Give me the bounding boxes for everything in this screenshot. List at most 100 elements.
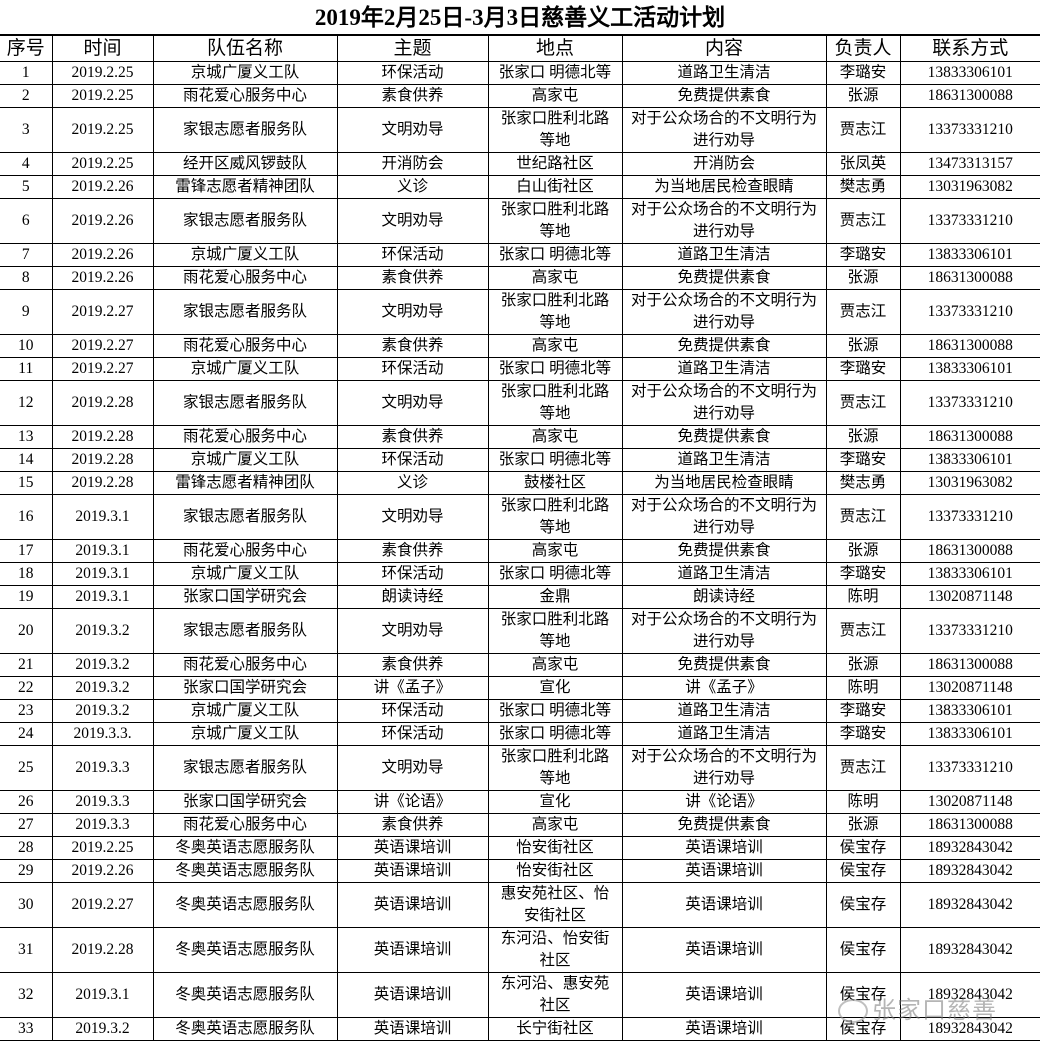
cell-team: 张家口国学研究会	[152, 585, 338, 609]
cell-theme: 文明劝导	[336, 494, 489, 540]
cell-owner: 李璐安	[825, 699, 901, 723]
cell-location: 东河沿、惠安苑 社区	[487, 972, 623, 1018]
cell-seq: 6	[0, 198, 53, 244]
cell-date: 2019.2.25	[51, 61, 154, 85]
cell-theme: 素食供养	[336, 266, 489, 290]
cell-date: 2019.2.25	[51, 152, 154, 176]
header-seq: 序号	[0, 35, 53, 62]
cell-owner: 侯宝存	[825, 927, 901, 973]
cell-date: 2019.3.3	[51, 790, 154, 814]
cell-date: 2019.3.1	[51, 539, 154, 563]
cell-seq: 32	[0, 972, 53, 1018]
cell-owner: 张源	[825, 266, 901, 290]
cell-location: 金鼎	[487, 585, 623, 609]
cell-content: 英语课培训	[621, 1017, 827, 1041]
cell-content: 英语课培训	[621, 882, 827, 928]
cell-theme: 英语课培训	[336, 1017, 489, 1041]
cell-content: 道路卫生清洁	[621, 699, 827, 723]
table-row: 30 2019.2.27 冬奥英语志愿服务队 英语课培训 惠安苑社区、怡 安街社区 英语课…	[0, 882, 1040, 928]
cell-owner: 张源	[825, 653, 901, 677]
cell-owner: 贾志江	[825, 608, 901, 654]
cell-date: 2019.2.27	[51, 357, 154, 381]
cell-contact: 13031963082	[899, 471, 1040, 495]
cell-contact: 13473313157	[899, 152, 1040, 176]
table-row: 10 2019.2.27 雨花爱心服务中心 素食供养 高家屯 免费提供素食 张源 186313…	[0, 334, 1040, 358]
cell-owner: 李璐安	[825, 722, 901, 746]
cell-owner: 侯宝存	[825, 882, 901, 928]
cell-theme: 素食供养	[336, 425, 489, 449]
cell-content: 对于公众场合的不文明行为 进行劝导	[621, 380, 827, 426]
cell-date: 2019.2.26	[51, 859, 154, 883]
cell-team: 张家口国学研究会	[152, 790, 338, 814]
cell-seq: 3	[0, 107, 53, 153]
cell-team: 京城广厦义工队	[152, 722, 338, 746]
cell-team: 冬奥英语志愿服务队	[152, 927, 338, 973]
header-owner: 负责人	[825, 35, 901, 62]
cell-team: 家银志愿者服务队	[152, 745, 338, 791]
cell-seq: 9	[0, 289, 53, 335]
cell-team: 京城广厦义工队	[152, 699, 338, 723]
table-row: 12 2019.2.28 家银志愿者服务队 文明劝导 张家口胜利北路 等地 对于公众场合的…	[0, 380, 1040, 426]
cell-date: 2019.2.28	[51, 448, 154, 472]
cell-content: 免费提供素食	[621, 813, 827, 837]
cell-owner: 李璐安	[825, 562, 901, 586]
cell-location: 高家屯	[487, 84, 623, 108]
cell-contact: 18631300088	[899, 813, 1040, 837]
cell-team: 雨花爱心服务中心	[152, 84, 338, 108]
cell-owner: 侯宝存	[825, 1017, 901, 1041]
cell-team: 家银志愿者服务队	[152, 494, 338, 540]
header-date: 时间	[51, 35, 154, 62]
cell-content: 免费提供素食	[621, 84, 827, 108]
table-row: 11 2019.2.27 京城广厦义工队 环保活动 张家口 明德北等 道路卫生清洁 李璐安 1…	[0, 357, 1040, 381]
cell-contact: 18631300088	[899, 334, 1040, 358]
cell-contact: 18631300088	[899, 425, 1040, 449]
cell-seq: 23	[0, 699, 53, 723]
cell-owner: 贾志江	[825, 494, 901, 540]
cell-location: 张家口胜利北路 等地	[487, 380, 623, 426]
cell-contact: 13373331210	[899, 745, 1040, 791]
cell-seq: 2	[0, 84, 53, 108]
cell-theme: 素食供养	[336, 653, 489, 677]
cell-owner: 贾志江	[825, 289, 901, 335]
cell-team: 京城广厦义工队	[152, 243, 338, 267]
cell-location: 高家屯	[487, 334, 623, 358]
cell-date: 2019.2.26	[51, 243, 154, 267]
cell-contact: 13020871148	[899, 676, 1040, 700]
cell-seq: 30	[0, 882, 53, 928]
cell-owner: 贾志江	[825, 380, 901, 426]
cell-seq: 10	[0, 334, 53, 358]
cell-date: 2019.2.25	[51, 107, 154, 153]
cell-location: 张家口胜利北路 等地	[487, 608, 623, 654]
cell-content: 道路卫生清洁	[621, 722, 827, 746]
cell-team: 雨花爱心服务中心	[152, 334, 338, 358]
cell-theme: 讲《论语》	[336, 790, 489, 814]
cell-owner: 张源	[825, 334, 901, 358]
cell-team: 冬奥英语志愿服务队	[152, 882, 338, 928]
cell-theme: 环保活动	[336, 61, 489, 85]
cell-location: 张家口 明德北等	[487, 357, 623, 381]
cell-seq: 1	[0, 61, 53, 85]
cell-content: 免费提供素食	[621, 653, 827, 677]
cell-date: 2019.2.28	[51, 425, 154, 449]
cell-theme: 英语课培训	[336, 836, 489, 860]
table-row: 9 2019.2.27 家银志愿者服务队 文明劝导 张家口胜利北路 等地 对于公众场合的不…	[0, 289, 1040, 335]
cell-content: 讲《论语》	[621, 790, 827, 814]
table-row: 28 2019.2.25 冬奥英语志愿服务队 英语课培训 怡安街社区 英语课培训 侯宝存 18…	[0, 836, 1040, 860]
cell-owner: 贾志江	[825, 198, 901, 244]
cell-location: 张家口胜利北路 等地	[487, 494, 623, 540]
cell-team: 雨花爱心服务中心	[152, 425, 338, 449]
cell-contact: 18631300088	[899, 653, 1040, 677]
cell-seq: 16	[0, 494, 53, 540]
cell-seq: 25	[0, 745, 53, 791]
table-row: 29 2019.2.26 冬奥英语志愿服务队 英语课培训 怡安街社区 英语课培训 侯宝存 18…	[0, 859, 1040, 883]
cell-seq: 17	[0, 539, 53, 563]
cell-owner: 贾志江	[825, 745, 901, 791]
cell-theme: 文明劝导	[336, 107, 489, 153]
table-row: 6 2019.2.26 家银志愿者服务队 文明劝导 张家口胜利北路 等地 对于公众场合的不…	[0, 198, 1040, 244]
cell-content: 朗读诗经	[621, 585, 827, 609]
cell-contact: 13373331210	[899, 494, 1040, 540]
cell-seq: 15	[0, 471, 53, 495]
cell-date: 2019.3.1	[51, 494, 154, 540]
cell-seq: 19	[0, 585, 53, 609]
cell-theme: 文明劝导	[336, 198, 489, 244]
